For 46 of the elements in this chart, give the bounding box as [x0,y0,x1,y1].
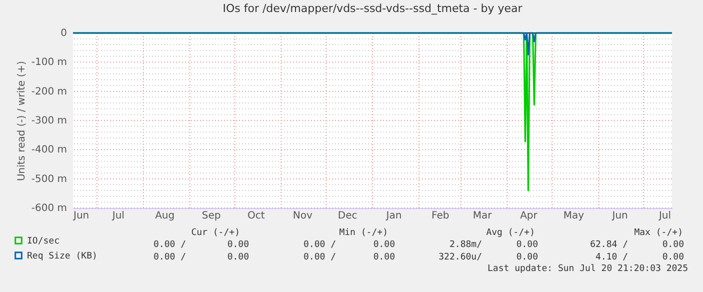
y-tick-label: -600 m [31,203,67,214]
legend-label: IO/sec [27,236,60,246]
x-tick-label: May [563,210,584,222]
text: 0.00 / [303,240,336,250]
y-tick-label: -300 m [31,116,67,126]
x-tick-label: Nov [292,210,312,222]
x-tick-label: Jun [72,210,90,222]
text: 0.00 [227,240,249,250]
x-tick-label: Jul [658,210,672,222]
text: Avg (-/+) [486,228,535,238]
x-tick-label: Jul [111,210,124,222]
x-tick-label: Sep [202,210,221,222]
y-tick-label: -400 m [31,144,67,156]
x-tick-label: Aug [155,210,175,222]
text: 0.00 [516,240,538,250]
text: 4.10 / [595,252,628,262]
text: 0.00 / [153,240,186,250]
text: Last update: Sun Jul 20 21:20:03 2025 [488,264,688,274]
text: 322.60u/ [438,252,482,262]
text: 0.00 [516,252,538,262]
y-tick-label: -100 m [31,57,67,68]
text: 0.00 / [153,252,186,262]
x-tick-label: Jun [611,210,628,222]
y-tick-label: 0 [60,28,67,39]
x-tick-label: Mar [472,210,493,222]
text: 0.00 [227,252,249,262]
y-tick-label: -500 m [31,174,67,185]
text: Min (-/+) [339,228,388,238]
x-tick-label: Dec [338,210,358,222]
text: 0.00 [373,240,395,250]
text: 0.00 [373,252,395,262]
y-tick-label: -200 m [31,86,67,98]
text: 0.00 [662,252,684,262]
x-tick-label: Apr [520,210,538,222]
x-tick-label: Jan [385,210,402,222]
text: 0.00 / [303,252,336,262]
text: 0.00 [662,240,684,250]
text: Cur (-/+) [191,228,240,238]
x-tick-label: Oct [248,210,265,222]
y-axis-title: Units read (-) / write (+) [16,60,28,182]
text: Max (-/+) [634,228,683,238]
text: 62.84 / [590,240,628,250]
text: 2.88m/ [449,240,482,250]
legend-label: Req Size (KB) [27,252,98,262]
chart-title: IOs for /dev/mapper/vds--ssd-vds--ssd_tmeta - by year [222,2,523,15]
x-tick-label: Feb [432,210,450,222]
